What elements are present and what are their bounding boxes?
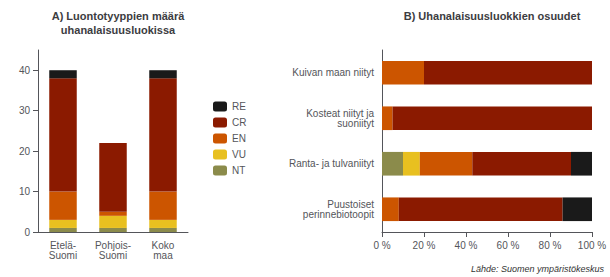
svg-text:uhanalaisuusluokissa: uhanalaisuusluokissa	[61, 24, 176, 36]
svg-text:Puustoiset: Puustoiset	[327, 198, 374, 210]
svg-text:Lähde: Suomen ympäristökeskus: Lähde: Suomen ympäristökeskus	[471, 264, 605, 274]
svg-text:0 %: 0 %	[373, 240, 390, 251]
svg-text:30: 30	[19, 105, 31, 116]
svg-text:60 %: 60 %	[497, 240, 520, 251]
svg-text:maa: maa	[153, 250, 173, 261]
svg-text:20: 20	[19, 146, 31, 157]
svg-text:EN: EN	[232, 133, 246, 144]
svg-text:A) Luontotyyppien määrä: A) Luontotyyppien määrä	[52, 10, 186, 22]
svg-text:suoniityt: suoniityt	[337, 118, 374, 129]
svg-text:Suomi: Suomi	[49, 250, 77, 261]
svg-text:10: 10	[19, 186, 31, 197]
svg-text:Etelä-: Etelä-	[49, 239, 77, 251]
svg-text:Ranta- ja tulvaniityt: Ranta- ja tulvaniityt	[289, 158, 374, 169]
svg-text:100 %: 100 %	[578, 240, 606, 251]
svg-text:NT: NT	[232, 165, 245, 176]
svg-text:80 %: 80 %	[539, 240, 562, 251]
svg-text:40 %: 40 %	[455, 240, 478, 251]
svg-text:Koko: Koko	[151, 239, 175, 251]
svg-text:20 %: 20 %	[413, 240, 436, 251]
svg-text:Pohjois-: Pohjois-	[94, 239, 132, 251]
svg-text:Kuivan maan niityt: Kuivan maan niityt	[292, 67, 374, 78]
svg-text:RE: RE	[232, 101, 246, 112]
svg-text:Kosteat niityt ja: Kosteat niityt ja	[306, 107, 374, 119]
svg-text:CR: CR	[232, 117, 246, 128]
svg-text:40: 40	[19, 65, 31, 76]
svg-text:Suomi: Suomi	[99, 250, 127, 261]
svg-text:B) Uhanalaisuusluokkien osuude: B) Uhanalaisuusluokkien osuudet	[404, 10, 581, 22]
svg-text:0: 0	[24, 227, 30, 238]
svg-text:VU: VU	[232, 149, 246, 160]
svg-text:perinnebiotoopit: perinnebiotoopit	[303, 209, 374, 220]
